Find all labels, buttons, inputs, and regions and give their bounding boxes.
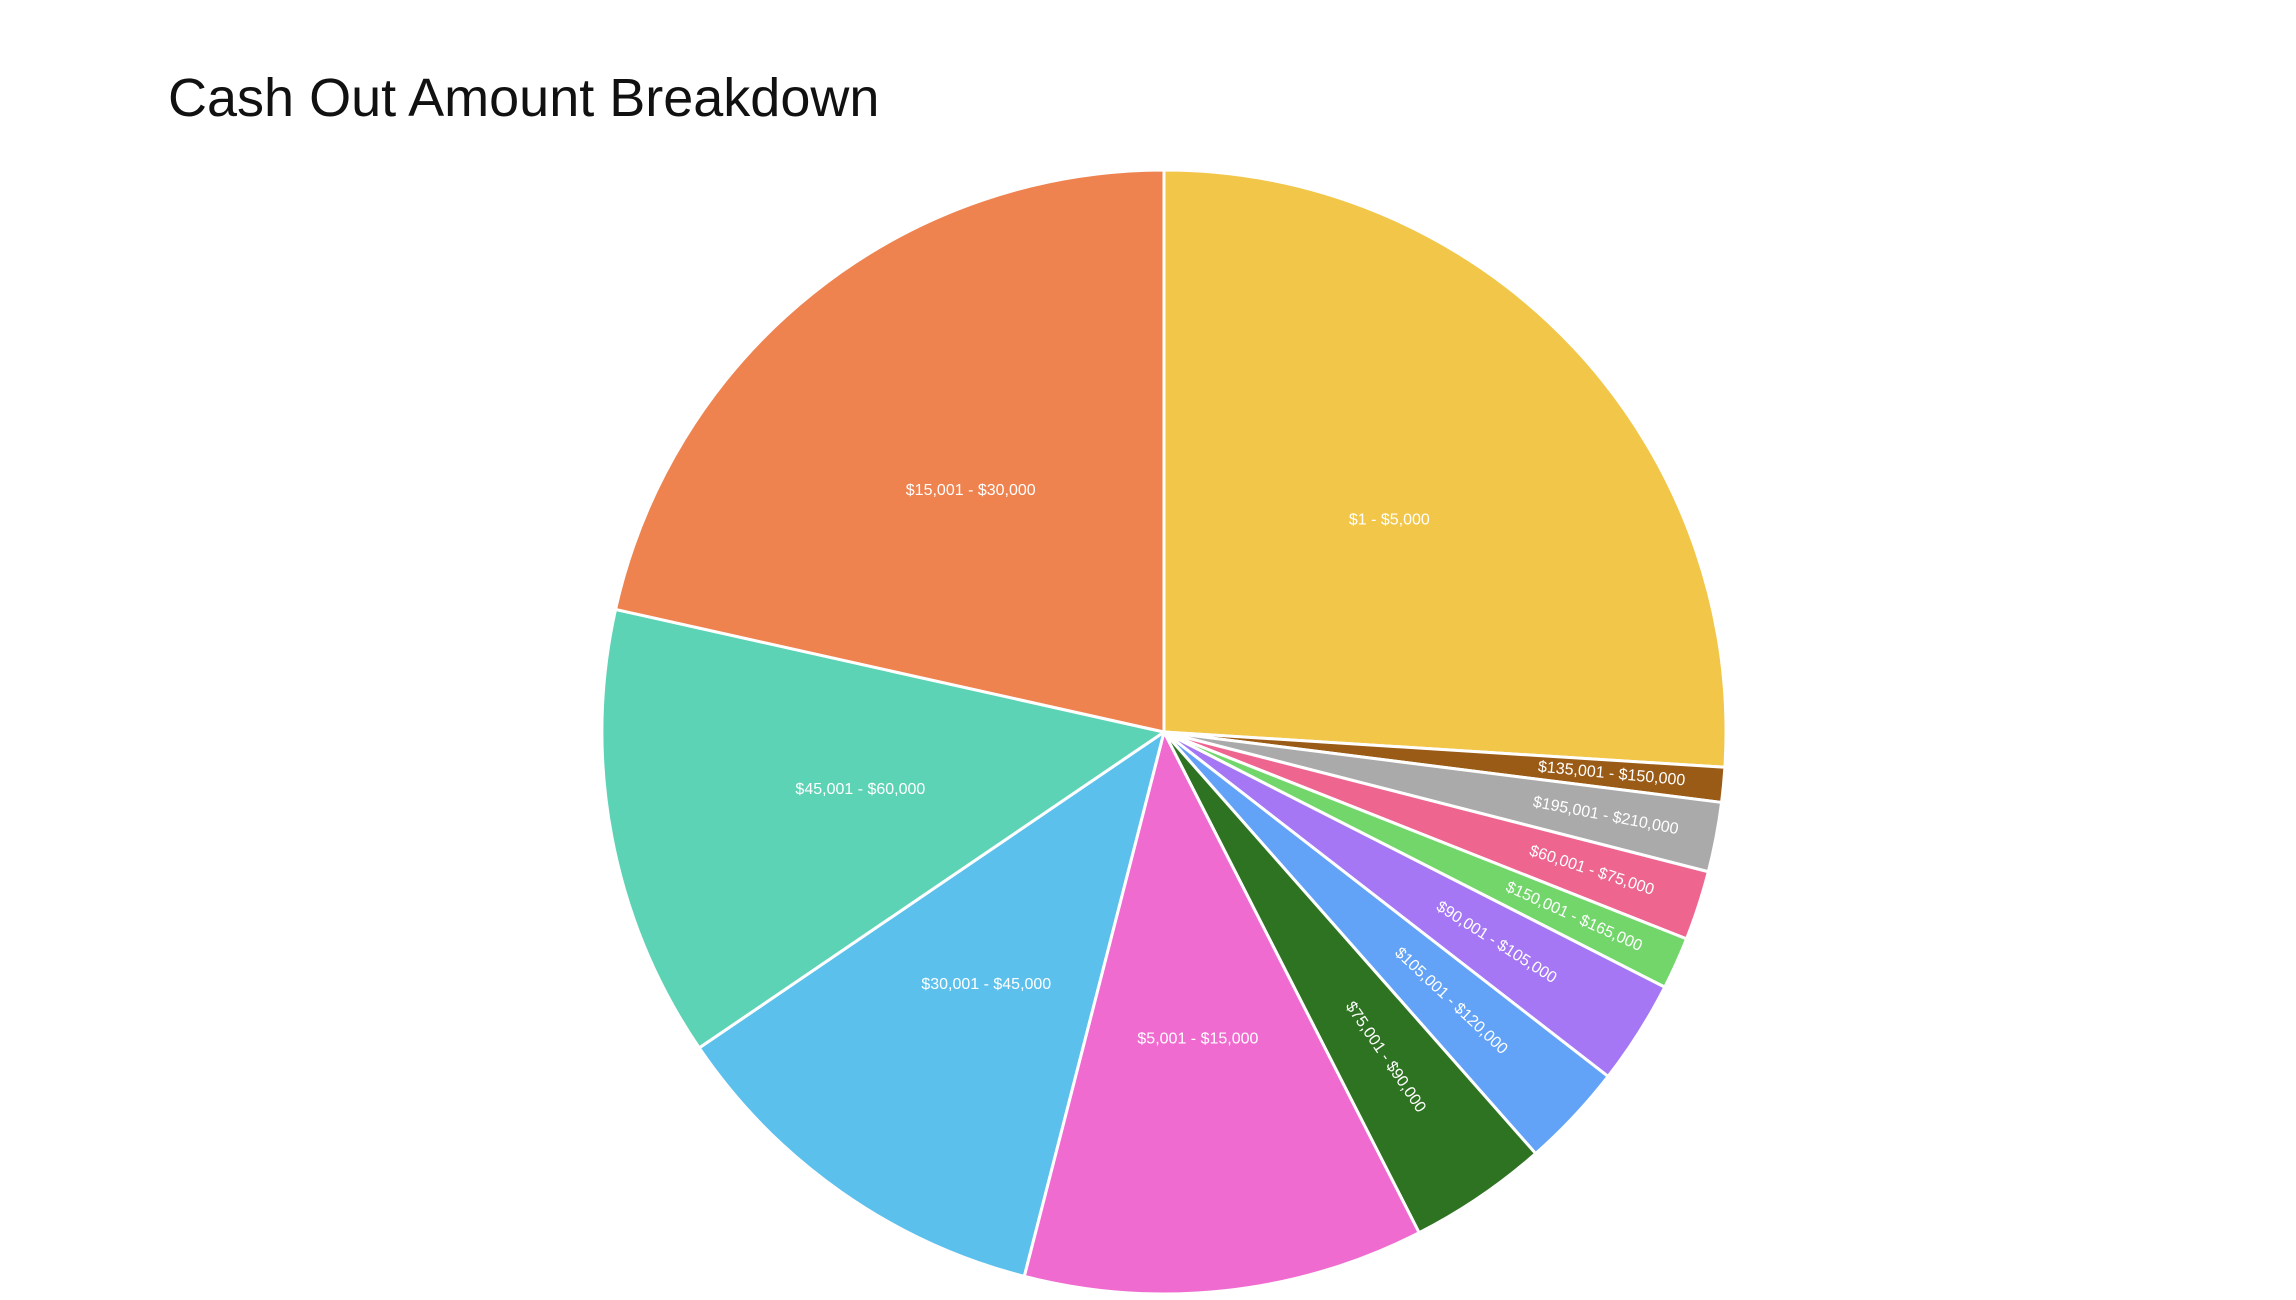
pie-slices (600, 168, 1728, 1296)
pie-slice-label: $15,001 - $30,000 (906, 482, 1036, 499)
pie-slice (697, 730, 1166, 1278)
pie-slice (1022, 730, 1421, 1296)
pie-slice-label: $1 - $5,000 (1349, 512, 1430, 529)
chart-title: Cash Out Amount Breakdown (168, 68, 880, 128)
pie-slice-label: $45,001 - $60,000 (795, 781, 925, 798)
pie-slice (600, 607, 1166, 1050)
pie-slice-label: $30,001 - $45,000 (921, 976, 1051, 993)
pie-slice (614, 168, 1166, 734)
pie-slice (1162, 168, 1728, 769)
pie-slice-label: $5,001 - $15,000 (1137, 1030, 1258, 1047)
